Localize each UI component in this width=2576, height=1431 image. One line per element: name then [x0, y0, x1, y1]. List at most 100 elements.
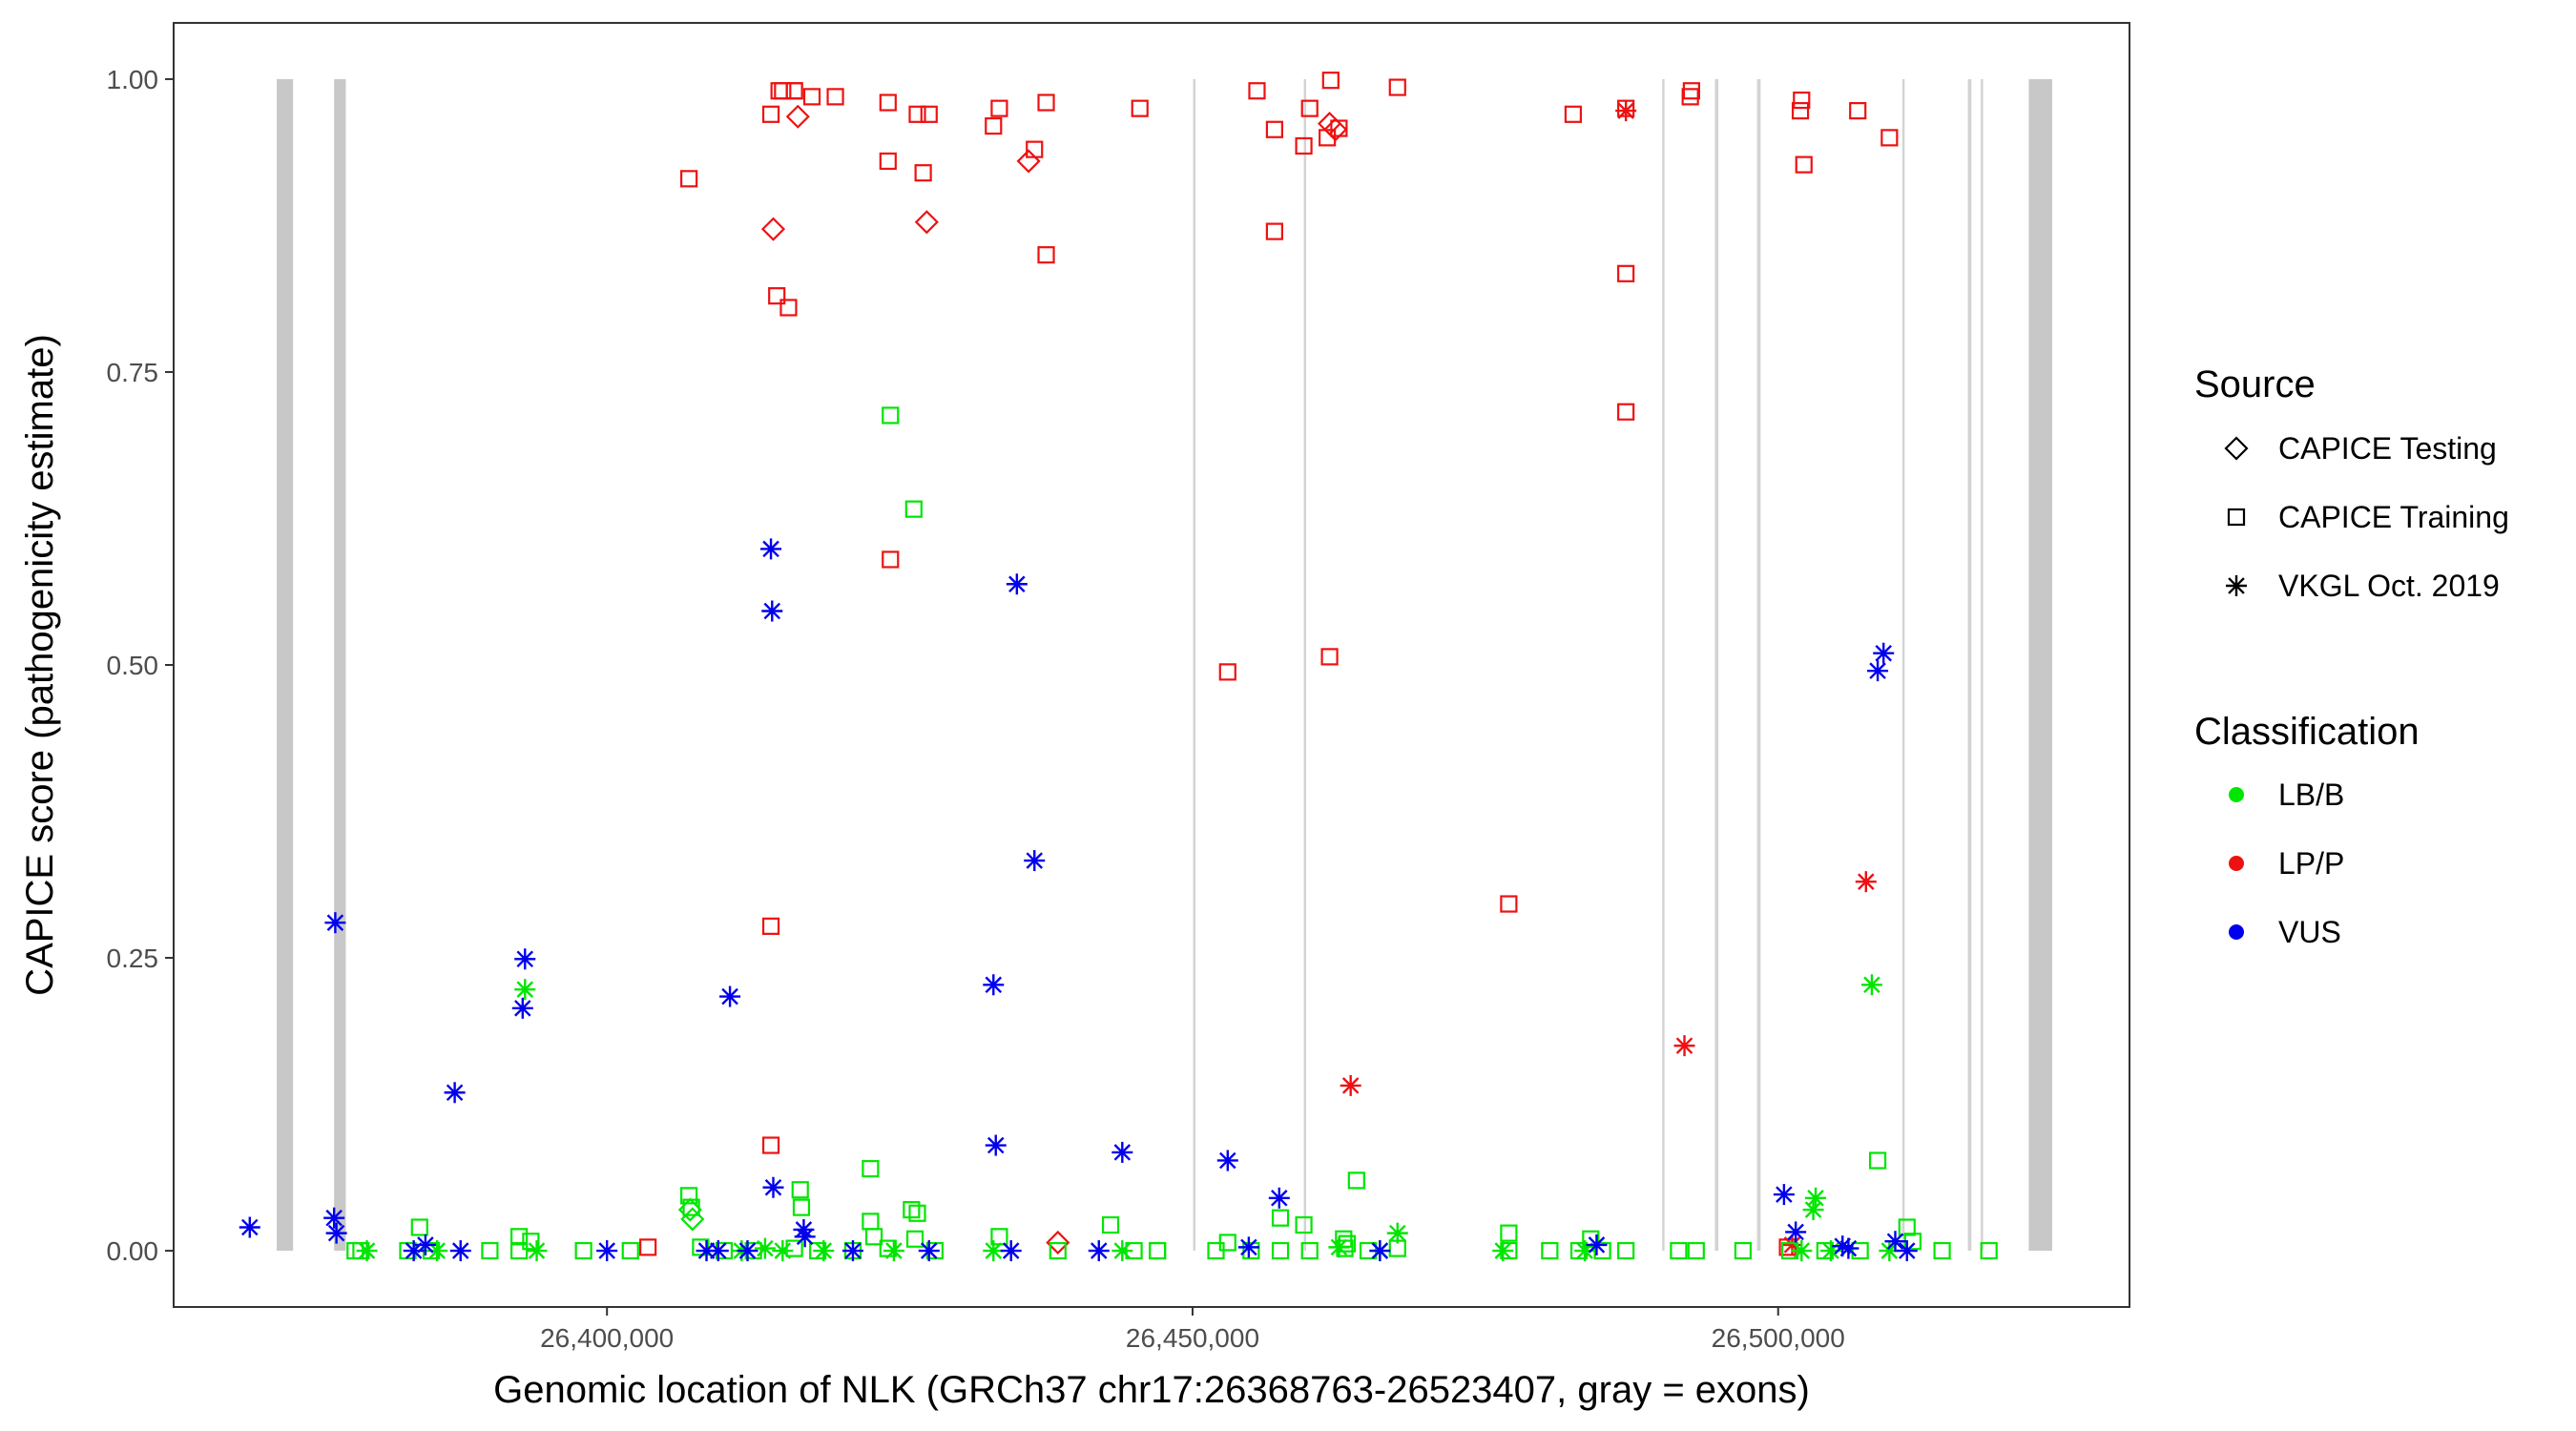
- y-tick-label: 0.25: [107, 944, 159, 973]
- legend-source-label: CAPICE Training: [2278, 500, 2509, 534]
- data-point: [785, 1239, 803, 1257]
- data-points: [239, 72, 1998, 1262]
- data-point: [444, 1082, 466, 1104]
- data-point: [785, 104, 810, 129]
- data-point: [1388, 78, 1406, 96]
- data-point: [410, 1218, 428, 1236]
- data-point: [574, 1241, 592, 1260]
- legend-source-items: CAPICE Testing CAPICE Training VKGL Oct. 2…: [2224, 431, 2509, 603]
- data-point: [1838, 1237, 1859, 1259]
- data-point: [1617, 403, 1635, 421]
- data-point: [882, 406, 900, 425]
- data-point: [1500, 1224, 1518, 1242]
- data-point: [785, 82, 803, 100]
- x-axis-title: Genomic location of NLK (GRCh37 chr17:26…: [493, 1369, 1810, 1411]
- legend-source-label: VKGL Oct. 2019: [2278, 569, 2500, 603]
- exon-band: [2028, 78, 2052, 1252]
- legend-key-asterisk: [2226, 575, 2247, 596]
- data-point: [1049, 1241, 1067, 1260]
- data-point: [737, 1240, 758, 1262]
- exon-band: [1967, 78, 1972, 1252]
- data-point: [1673, 1035, 1695, 1057]
- data-point: [761, 1136, 780, 1154]
- data-point: [1681, 88, 1699, 106]
- data-point: [1268, 1187, 1290, 1209]
- legend-class-item: VUS: [2229, 915, 2341, 949]
- y-tick-label: 1.00: [107, 65, 159, 94]
- data-point: [1369, 1240, 1391, 1262]
- legend-source-title: Source: [2194, 363, 2316, 405]
- data-point: [680, 170, 698, 188]
- data-point: [920, 105, 938, 123]
- exon-band: [1756, 78, 1761, 1252]
- exon-band: [1901, 78, 1905, 1252]
- exon-band: [1714, 78, 1719, 1252]
- data-point: [1386, 1222, 1408, 1244]
- data-point: [1207, 1241, 1225, 1260]
- data-point: [1216, 1150, 1238, 1172]
- x-tick-label: 26,450,000: [1126, 1323, 1259, 1353]
- data-point: [1617, 1241, 1635, 1260]
- data-point: [1131, 99, 1149, 117]
- data-point: [914, 210, 939, 235]
- data-point: [754, 1237, 776, 1259]
- data-point: [1582, 1230, 1600, 1248]
- data-point: [1687, 1241, 1705, 1260]
- data-point: [882, 550, 900, 569]
- data-point: [908, 105, 926, 123]
- data-point: [1682, 82, 1700, 100]
- legend-key-diamond: [2224, 436, 2249, 461]
- data-point: [1237, 1236, 1259, 1258]
- data-point: [905, 1230, 924, 1248]
- data-point: [510, 1228, 529, 1246]
- data-point: [1793, 91, 1811, 110]
- data-point: [1615, 100, 1637, 122]
- data-point: [1328, 1236, 1350, 1258]
- data-point: [768, 287, 786, 305]
- data-point: [1000, 1240, 1022, 1262]
- y-tick-label: 0.50: [107, 651, 159, 680]
- exon-band: [1981, 78, 1984, 1252]
- data-point: [1785, 1221, 1807, 1243]
- exon-bands: [277, 78, 2052, 1252]
- data-point: [1849, 102, 1867, 120]
- data-point: [481, 1241, 499, 1260]
- data-point: [1860, 974, 1882, 996]
- data-point: [1980, 1241, 1998, 1260]
- data-point: [1271, 1209, 1290, 1227]
- data-point: [1933, 1241, 1951, 1260]
- data-point: [791, 1181, 809, 1199]
- exon-band: [277, 78, 294, 1252]
- data-point: [639, 1238, 657, 1256]
- data-point: [826, 88, 844, 106]
- data-point: [1006, 573, 1028, 595]
- data-point: [762, 1176, 784, 1198]
- data-point: [1347, 1172, 1365, 1190]
- data-point: [356, 1240, 378, 1262]
- data-point: [325, 1222, 347, 1244]
- data-point: [621, 1241, 639, 1260]
- data-point: [1265, 120, 1283, 138]
- x-tick-label: 26,400,000: [540, 1323, 674, 1353]
- data-point: [514, 948, 536, 970]
- data-point: [904, 500, 923, 518]
- data-point: [1670, 1241, 1688, 1260]
- series-LPP-asterisk: [1340, 100, 1877, 1255]
- data-point: [526, 1240, 548, 1262]
- data-point: [1323, 117, 1348, 142]
- data-point: [985, 1134, 1007, 1156]
- data-point: [692, 1238, 710, 1256]
- data-point: [511, 997, 533, 1019]
- series-LBB-diamond: [677, 1197, 705, 1232]
- data-point: [324, 912, 346, 934]
- data-point: [1320, 648, 1339, 666]
- data-point: [680, 1187, 698, 1205]
- data-point: [792, 1198, 811, 1216]
- data-point: [1492, 1240, 1514, 1262]
- data-point: [761, 600, 783, 622]
- data-point: [1896, 1240, 1918, 1262]
- y-axis-title: CAPICE score (pathogenicity estimate): [19, 334, 61, 996]
- data-point: [914, 164, 932, 182]
- data-point: [1111, 1240, 1133, 1262]
